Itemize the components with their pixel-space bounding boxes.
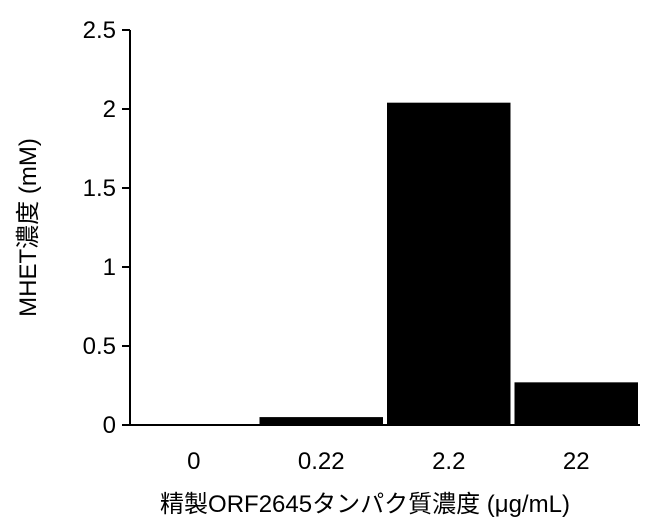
bar-2.2 [387,103,511,425]
bar-22 [515,382,639,425]
x-tick-label: 22 [563,448,590,475]
y-axis-title: MHET濃度 (mM) [15,138,42,317]
y-tick-label: 0 [103,412,116,439]
y-tick-label: 2.5 [83,17,116,44]
y-tick-label: 0.5 [83,333,116,360]
x-tick-label: 2.2 [432,448,465,475]
x-ticks-group: 0 0.22 2.2 22 [187,448,590,475]
y-tick-label: 2 [103,96,116,123]
bar-0.22 [260,417,384,425]
y-tick-label: 1 [103,254,116,281]
y-ticks-group: 0 0.5 1 1.5 2 2.5 [83,17,130,439]
x-tick-label: 0 [187,448,200,475]
y-tick-label: 1.5 [83,175,116,202]
x-tick-label: 0.22 [298,448,345,475]
x-axis-title: 精製ORF2645タンパク質濃度 (μg/mL) [160,491,570,518]
bars-group [260,103,639,425]
